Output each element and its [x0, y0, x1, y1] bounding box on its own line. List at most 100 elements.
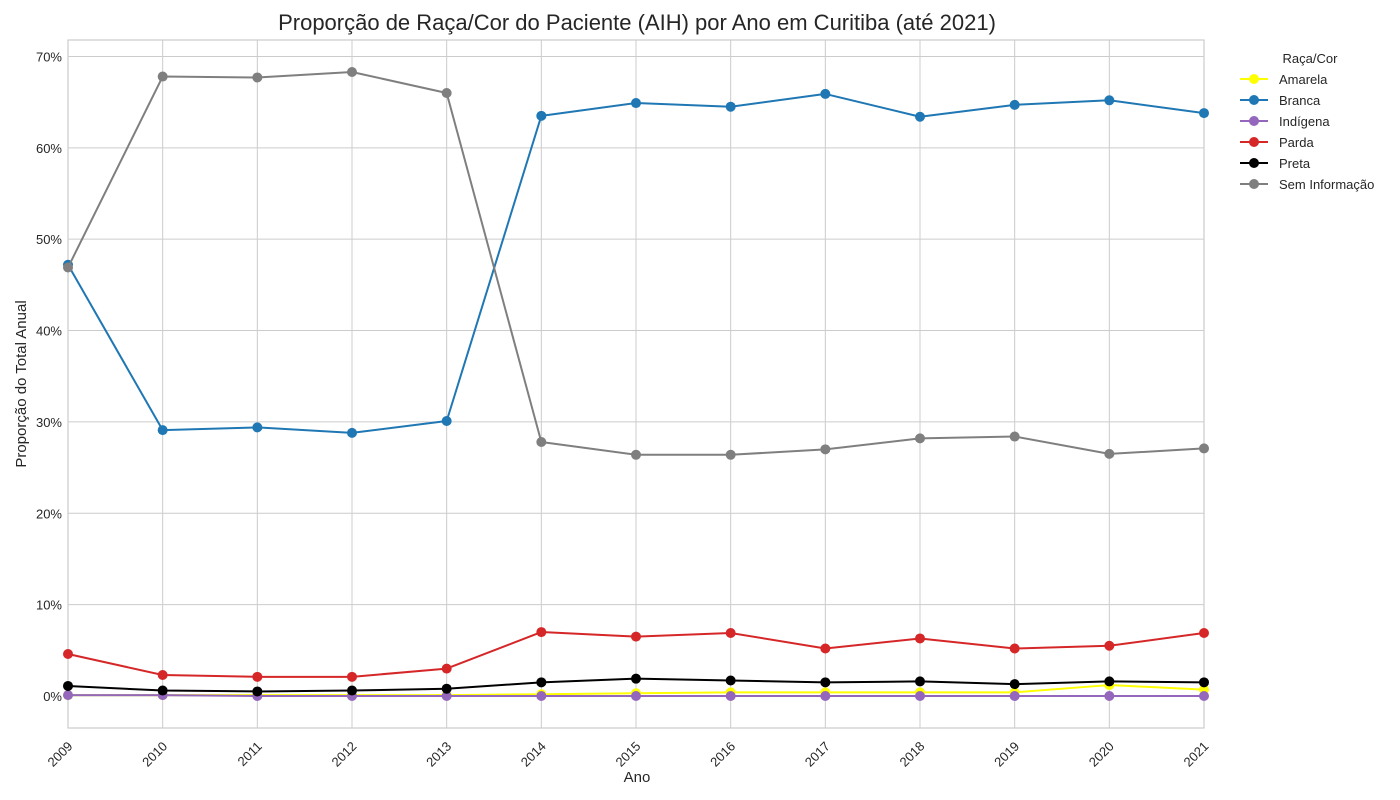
data-point-sem-informacao [157, 71, 168, 82]
data-point-parda [441, 663, 452, 674]
data-point-preta [1009, 679, 1020, 690]
data-point-branca [820, 88, 831, 99]
data-point-sem-informacao [347, 66, 357, 77]
x-tick-label: 2018 [896, 739, 927, 770]
data-point-indigena [63, 690, 73, 701]
legend-item: Indígena [1240, 114, 1330, 129]
data-point-parda [915, 633, 925, 644]
x-tick-label: 2012 [328, 739, 359, 770]
data-point-branca [157, 425, 168, 436]
data-point-preta [252, 686, 263, 697]
data-point-sem-informacao [252, 72, 263, 83]
data-point-branca [915, 111, 925, 122]
x-tick-label: 2021 [1180, 739, 1211, 770]
legend-swatch-marker [1249, 74, 1259, 84]
data-point-preta [725, 675, 736, 686]
legend-item: Parda [1240, 135, 1314, 150]
data-point-preta [1199, 677, 1209, 688]
data-point-sem-informacao [631, 449, 641, 460]
legend-swatch-marker [1249, 137, 1259, 147]
series-sem-informacao [63, 66, 1209, 460]
legend-swatch-marker [1249, 158, 1259, 168]
data-point-preta [915, 676, 925, 687]
y-tick-label: 50% [36, 232, 62, 247]
data-point-preta [1104, 676, 1115, 687]
data-point-parda [157, 670, 168, 681]
legend-label: Sem Informação [1279, 177, 1374, 192]
data-point-preta [157, 685, 168, 696]
data-point-parda [1009, 643, 1020, 654]
legend-label: Branca [1279, 93, 1321, 108]
data-point-indigena [631, 691, 641, 702]
data-point-sem-informacao [1199, 443, 1209, 454]
data-point-sem-informacao [63, 262, 73, 273]
plot-frame [67, 39, 1205, 729]
legend-item: Amarela [1240, 72, 1328, 87]
x-tick-label: 2015 [612, 739, 643, 770]
x-axis-label: Ano [624, 769, 651, 786]
data-point-indigena [1104, 691, 1115, 702]
data-point-parda [536, 627, 547, 638]
data-point-branca [1199, 108, 1209, 119]
legend: Raça/Cor Amarela Branca Indígena Parda Preta S… [1240, 51, 1374, 192]
data-point-branca [441, 416, 452, 427]
data-point-parda [252, 671, 263, 682]
data-point-indigena [1199, 691, 1209, 702]
data-point-indigena [536, 691, 547, 702]
data-point-sem-informacao [820, 444, 831, 455]
data-point-parda [725, 627, 736, 638]
data-point-preta [63, 680, 73, 691]
x-tick-label: 2020 [1086, 739, 1117, 770]
data-point-parda [347, 671, 357, 682]
data-point-parda [63, 648, 73, 659]
x-tick-label: 2019 [991, 739, 1022, 770]
data-point-preta [441, 683, 452, 694]
data-point-branca [1009, 99, 1020, 110]
x-tick-label: 2009 [44, 739, 75, 770]
y-tick-label: 0% [43, 689, 62, 704]
data-point-indigena [820, 691, 831, 702]
x-tick-label: 2017 [802, 739, 833, 770]
x-tick-label: 2016 [707, 739, 738, 770]
data-point-sem-informacao [725, 449, 736, 460]
legend-item: Branca [1240, 93, 1321, 108]
series-layer [63, 66, 1209, 702]
data-point-indigena [1009, 691, 1020, 702]
legend-item: Preta [1240, 156, 1311, 171]
tick-labels: 2009 2010 2011 2012 2013 2014 2015 2016 2017 2018… [36, 49, 1212, 769]
data-point-branca [347, 427, 357, 438]
data-point-sem-informacao [441, 87, 452, 98]
data-point-preta [631, 673, 641, 684]
data-point-indigena [915, 691, 925, 702]
data-point-preta [347, 685, 357, 696]
legend-swatch-marker [1249, 95, 1259, 105]
y-tick-label: 40% [36, 324, 62, 339]
data-point-parda [1104, 640, 1115, 651]
x-tick-label: 2014 [518, 739, 549, 770]
chart-title: Proporção de Raça/Cor do Paciente (AIH) … [278, 10, 996, 35]
data-point-branca [252, 422, 263, 433]
data-point-preta [820, 677, 831, 688]
data-point-sem-informacao [915, 433, 925, 444]
x-tick-label: 2013 [423, 739, 454, 770]
data-point-parda [820, 643, 831, 654]
legend-title: Raça/Cor [1283, 51, 1339, 66]
data-point-branca [725, 101, 736, 112]
y-tick-label: 30% [36, 415, 62, 430]
data-point-preta [536, 677, 547, 688]
y-axis-label: Proporção do Total Anual [13, 300, 30, 467]
y-tick-label: 60% [36, 141, 62, 156]
legend-label: Indígena [1279, 114, 1330, 129]
x-tick-label: 2011 [234, 739, 264, 769]
data-point-sem-informacao [536, 437, 547, 448]
series-preta [63, 673, 1209, 697]
data-point-branca [1104, 95, 1115, 106]
y-tick-label: 20% [36, 506, 62, 521]
data-point-parda [631, 631, 641, 642]
data-point-branca [631, 98, 641, 109]
data-point-parda [1199, 627, 1209, 638]
series-parda [63, 627, 1209, 682]
y-tick-label: 70% [36, 49, 62, 64]
data-point-indigena [725, 691, 736, 702]
